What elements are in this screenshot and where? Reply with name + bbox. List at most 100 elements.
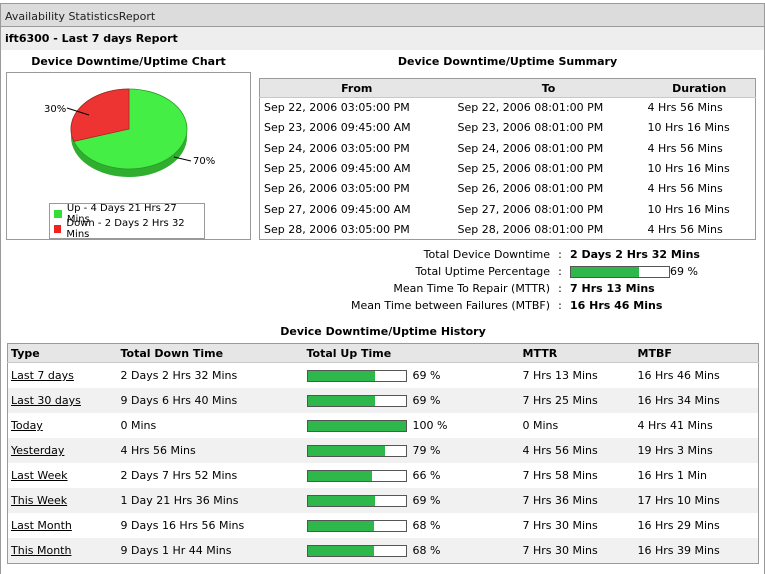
- summary-cell-duration: 10 Hrs 16 Mins: [647, 202, 730, 216]
- summary-cell-from: Sep 26, 2006 03:05:00 PM: [264, 182, 410, 196]
- history-period-link[interactable]: Last Week: [11, 469, 68, 482]
- history-cell-down: 9 Days 16 Hrs 56 Mins: [120, 519, 245, 532]
- history-cell-mttr: 4 Hrs 56 Mins: [519, 438, 635, 463]
- history-cell-mttr: 7 Hrs 30 Mins: [522, 519, 598, 532]
- summary-header-duration: Duration: [643, 78, 756, 98]
- summary-cell-to: Sep 23, 2006 08:01:00 PM: [457, 121, 604, 135]
- chart-legend: Up - 4 Days 21 Hrs 27 Mins Down - 2 Days…: [49, 203, 205, 240]
- summary-cell-duration: 4 Hrs 56 Mins: [647, 141, 723, 155]
- history-cell-mttr: 7 Hrs 13 Mins: [522, 369, 598, 382]
- history-period-link[interactable]: Last 7 days: [11, 369, 74, 382]
- summary-row: Sep 23, 2006 09:45:00 AM Sep 23, 2006 08:…: [260, 118, 756, 138]
- history-section-title: Device Downtime/Uptime History: [280, 325, 486, 338]
- history-row: Yesterday 4 Hrs 56 Mins 79 % 4 Hrs 56 Mins 1…: [7, 438, 759, 463]
- history-cell-mtbf: 16 Hrs 34 Mins: [634, 388, 759, 413]
- window-title: Availability StatisticsReport: [5, 10, 156, 23]
- stat-uptime-percentage: Total Uptime Percentage : 69 %: [260, 263, 760, 280]
- legend-label-down: Down - 2 Days 2 Hrs 32 Mins: [66, 217, 185, 240]
- summary-cell-from: Sep 27, 2006 09:45:00 AM: [264, 202, 411, 216]
- history-period-link[interactable]: Last Month: [11, 519, 72, 532]
- summary-cell-duration: 4 Hrs 56 Mins: [647, 222, 723, 236]
- history-cell-down: 2 Days 7 Hrs 52 Mins: [120, 469, 238, 482]
- history-cell-mttr: 7 Hrs 58 Mins: [522, 469, 598, 482]
- summary-cell-from: Sep 25, 2006 09:45:00 AM: [264, 161, 411, 175]
- uptime-progress-bar: [306, 394, 407, 407]
- history-cell-down: 0 Mins: [120, 419, 157, 432]
- history-cell-up-pct: 100 %: [412, 419, 448, 432]
- history-period-link[interactable]: This Month: [11, 544, 72, 557]
- stat-value: 69 %: [670, 265, 698, 278]
- history-cell-up-pct: 79 %: [412, 444, 441, 457]
- history-header-up: Total Up Time: [303, 343, 520, 363]
- summary-row: Sep 28, 2006 03:05:00 PM Sep 28, 2006 08:…: [260, 219, 756, 239]
- legend-swatch-down: [54, 224, 62, 233]
- uptime-progress-fill: [307, 495, 376, 506]
- history-cell-down: 9 Days 6 Hrs 40 Mins: [117, 388, 304, 413]
- stat-label: Mean Time To Repair (MTTR): [393, 282, 550, 295]
- history-cell-mtbf: 19 Hrs 3 Mins: [634, 438, 759, 463]
- summary-row: Sep 26, 2006 03:05:00 PM Sep 26, 2006 08:…: [260, 179, 756, 199]
- uptime-progress-bar: [306, 494, 407, 507]
- uptime-progress-fill: [307, 370, 376, 381]
- stat-label: Total Device Downtime: [423, 248, 550, 261]
- history-period-link[interactable]: Yesterday: [11, 444, 65, 457]
- summary-cell-to: Sep 28, 2006 08:01:00 PM: [457, 222, 604, 236]
- uptime-progress-fill: [307, 470, 373, 481]
- history-row: Last Week 2 Days 7 Hrs 52 Mins 66 % 7 Hrs 5…: [8, 463, 759, 488]
- history-cell-mtbf: 16 Hrs 46 Mins: [637, 369, 720, 382]
- stat-value: 7 Hrs 13 Mins: [570, 282, 655, 295]
- report-title-bar: ift6300 - Last 7 days Report: [0, 27, 765, 50]
- summary-section-title: Device Downtime/Uptime Summary: [397, 55, 618, 68]
- uptime-progress-bar: [306, 419, 407, 432]
- summary-cell-duration: 10 Hrs 16 Mins: [647, 121, 730, 135]
- stat-label: Mean Time between Failures (MTBF): [350, 299, 550, 312]
- window-title-bar: Availability StatisticsReport: [0, 3, 765, 27]
- history-row: Last 30 days 9 Days 6 Hrs 40 Mins 69 % 7 Hr…: [7, 388, 759, 413]
- pie-chart-panel: 30% 70% Up - 4 Days 21 Hrs 27 Mins Down -…: [6, 72, 251, 240]
- summary-header-from: From: [259, 78, 454, 98]
- summary-row: Sep 27, 2006 09:45:00 AM Sep 27, 2006 08:…: [260, 199, 756, 219]
- uptime-progress-fill: [571, 266, 639, 277]
- history-cell-mttr: 7 Hrs 30 Mins: [519, 538, 635, 564]
- stat-value: 2 Days 2 Hrs 32 Mins: [570, 248, 700, 261]
- history-table: Type Total Down Time Total Up Time MTTR …: [7, 343, 759, 564]
- pie-label-down: 30%: [44, 104, 66, 115]
- summary-row: Sep 25, 2006 09:45:00 AM Sep 25, 2006 08:…: [260, 158, 756, 178]
- history-period-link[interactable]: This Week: [11, 494, 68, 507]
- legend-swatch-up: [54, 209, 62, 218]
- summary-table: From To Duration Sep 22, 2006 03:05:00 P…: [259, 78, 756, 240]
- history-cell-down: 2 Days 2 Hrs 32 Mins: [120, 369, 238, 382]
- history-cell-mttr: 0 Mins: [522, 419, 559, 432]
- history-cell-up-pct: 66 %: [412, 469, 441, 482]
- uptime-progress-fill: [307, 520, 375, 531]
- uptime-progress-bar: [306, 444, 407, 457]
- pie-chart: 30% 70%: [44, 88, 215, 177]
- summary-cell-to: Sep 22, 2006 08:01:00 PM: [457, 101, 604, 115]
- summary-cell-from: Sep 24, 2006 03:05:00 PM: [264, 141, 410, 155]
- summary-cell-to: Sep 26, 2006 08:01:00 PM: [457, 182, 604, 196]
- summary-cell-from: Sep 23, 2006 09:45:00 AM: [264, 121, 411, 135]
- history-header-row: Type Total Down Time Total Up Time MTTR …: [7, 343, 759, 363]
- uptime-progress-bar: [306, 469, 407, 482]
- history-period-link[interactable]: Today: [11, 419, 43, 432]
- uptime-progress-bar: [570, 265, 670, 278]
- summary-header-to: To: [453, 78, 644, 98]
- uptime-progress-fill: [307, 545, 375, 556]
- summary-cell-duration: 4 Hrs 56 Mins: [647, 182, 723, 196]
- summary-row: Sep 22, 2006 03:05:00 PM Sep 22, 2006 08:…: [260, 98, 756, 118]
- history-row: Today 0 Mins 100 % 0 Mins 4 Hrs 41 Mins: [8, 413, 759, 438]
- history-cell-down: 9 Days 1 Hr 44 Mins: [117, 538, 304, 564]
- summary-cell-from: Sep 28, 2006 03:05:00 PM: [264, 222, 410, 236]
- history-cell-down: 4 Hrs 56 Mins: [117, 438, 304, 463]
- history-cell-up-pct: 68 %: [412, 519, 441, 532]
- history-period-link[interactable]: Last 30 days: [11, 394, 81, 407]
- history-row: This Week 1 Day 21 Hrs 36 Mins 69 % 7 Hrs 3…: [7, 488, 759, 513]
- uptime-progress-fill: [307, 445, 385, 456]
- uptime-progress-fill: [307, 420, 406, 431]
- history-cell-mtbf: 17 Hrs 10 Mins: [634, 488, 759, 513]
- pie-label-down-leader: [66, 107, 90, 116]
- history-header-type: Type: [7, 343, 118, 363]
- history-cell-down: 1 Day 21 Hrs 36 Mins: [117, 488, 304, 513]
- legend-item-down: Down - 2 Days 2 Hrs 32 Mins: [54, 218, 200, 240]
- history-cell-mttr: 7 Hrs 36 Mins: [519, 488, 635, 513]
